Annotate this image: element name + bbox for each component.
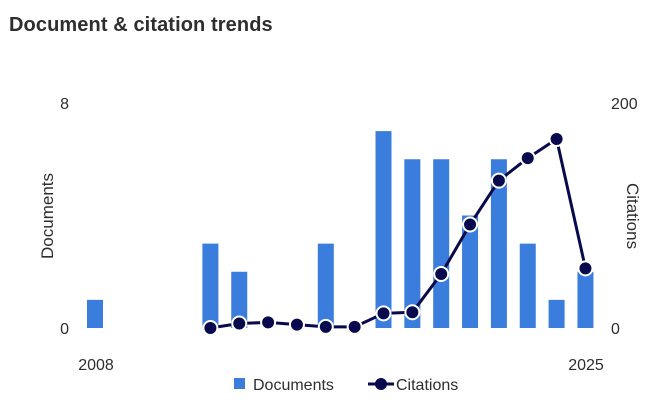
citations-point-2022[interactable] xyxy=(490,172,507,189)
citations-point-2014[interactable] xyxy=(260,314,277,331)
documents-bar-2021[interactable] xyxy=(462,215,479,329)
citations-point-2024[interactable] xyxy=(548,131,565,147)
documents-bar-2020[interactable] xyxy=(433,159,450,328)
documents-bar-2013[interactable] xyxy=(231,271,248,328)
citations-point-2017[interactable] xyxy=(346,318,363,335)
documents-bar-2008[interactable] xyxy=(87,299,103,328)
x-tick-end: 2025 xyxy=(568,357,604,374)
citations-point-2012[interactable] xyxy=(202,320,219,336)
documents-bar-2025[interactable] xyxy=(577,271,594,328)
documents-bar-2016[interactable] xyxy=(317,243,334,328)
documents-bar-2012[interactable] xyxy=(202,243,219,328)
documents-bar-2019[interactable] xyxy=(404,159,421,328)
legend: Documents Citations xyxy=(234,377,458,394)
documents-bar-2024[interactable] xyxy=(548,299,565,328)
documents-bar-2018[interactable] xyxy=(375,131,392,328)
legend-documents-swatch xyxy=(234,378,245,389)
citations-point-2023[interactable] xyxy=(519,150,536,167)
citations-point-2021[interactable] xyxy=(462,216,479,233)
legend-citations-label: Citations xyxy=(396,377,458,394)
citations-point-2013[interactable] xyxy=(231,315,248,332)
chart-title: Document & citation trends xyxy=(9,14,273,36)
y-right-tick-min: 0 xyxy=(611,321,620,338)
citations-point-2015[interactable] xyxy=(288,316,305,333)
documents-bar-2023[interactable] xyxy=(519,243,536,328)
citations-point-2018[interactable] xyxy=(375,305,392,322)
legend-item-documents[interactable]: Documents xyxy=(234,377,334,394)
x-tick-start: 2008 xyxy=(78,357,114,374)
legend-citations-marker xyxy=(375,378,387,390)
citations-point-2016[interactable] xyxy=(317,318,334,335)
y-left-axis-label: Documents xyxy=(38,173,57,259)
y-left-tick-max: 8 xyxy=(60,96,69,113)
y-right-tick-max: 200 xyxy=(611,96,638,113)
y-right-axis-label: Citations xyxy=(623,183,642,249)
y-left-tick-min: 0 xyxy=(60,321,69,338)
citations-point-2025[interactable] xyxy=(577,260,594,277)
legend-item-citations[interactable]: Citations xyxy=(368,377,458,394)
legend-documents-label: Documents xyxy=(253,377,334,394)
citations-line xyxy=(202,131,594,336)
citations-point-2020[interactable] xyxy=(433,266,450,282)
documents-bar-2022[interactable] xyxy=(490,159,507,328)
documents-bars xyxy=(87,131,594,329)
citations-point-2019[interactable] xyxy=(404,304,421,321)
